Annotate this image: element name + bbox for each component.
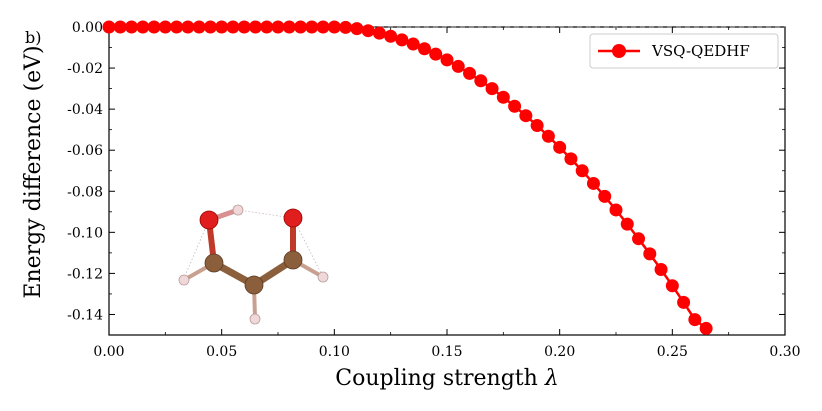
data-point	[632, 232, 646, 246]
y-tick-label: -0.14	[67, 307, 103, 323]
y-tick-label: -0.06	[67, 143, 103, 159]
hydrogen-atom	[249, 313, 261, 325]
data-point	[102, 20, 116, 34]
data-point	[203, 20, 217, 34]
data-point	[350, 22, 364, 36]
data-point	[609, 203, 623, 217]
data-point	[271, 20, 285, 34]
data-point	[248, 20, 262, 34]
carbon-atom	[283, 250, 303, 270]
y-tick-label: -0.12	[67, 266, 103, 282]
y-tick-label: -0.04	[67, 102, 103, 118]
legend-marker	[612, 44, 626, 58]
data-point	[384, 29, 398, 43]
data-point	[553, 140, 567, 154]
x-tick-label: 0.20	[544, 344, 575, 360]
data-point	[192, 20, 206, 34]
hydrogen-atom	[232, 204, 244, 216]
data-point	[339, 20, 353, 34]
data-point	[474, 74, 488, 88]
data-point	[170, 20, 184, 34]
data-point	[237, 20, 251, 34]
legend: VSQ-QEDHF	[589, 33, 779, 69]
data-point	[282, 20, 296, 34]
legend-label: VSQ-QEDHF	[651, 42, 750, 60]
data-point	[688, 313, 702, 327]
data-point	[136, 20, 150, 34]
data-point	[305, 20, 319, 34]
data-point	[530, 119, 544, 133]
oxygen-atom	[283, 208, 303, 228]
data-point	[508, 99, 522, 113]
data-point	[158, 20, 172, 34]
legend-box	[589, 33, 779, 69]
y-axis-title: Energy difference (eV)	[21, 45, 46, 298]
x-tick-label: 0.25	[657, 344, 688, 360]
x-tick-label: 0.30	[769, 344, 800, 360]
oxygen-atom	[199, 210, 219, 230]
data-point	[372, 26, 386, 40]
data-point	[260, 20, 274, 34]
data-point	[643, 247, 657, 261]
data-point	[598, 189, 612, 203]
series-line	[109, 25, 707, 330]
data-point	[620, 217, 634, 231]
data-point	[226, 20, 240, 34]
data-point	[564, 152, 578, 166]
data-point	[406, 37, 420, 51]
data-point	[181, 20, 195, 34]
data-point	[665, 279, 679, 293]
data-point	[294, 20, 308, 34]
data-point	[316, 20, 330, 34]
data-point	[586, 176, 600, 190]
data-point	[147, 20, 161, 34]
data-point	[440, 53, 454, 67]
hydrogen-atom	[178, 274, 190, 286]
hydrogen-atom	[317, 271, 329, 283]
data-point	[113, 20, 127, 34]
carbon-atom	[204, 253, 224, 273]
data-point	[429, 47, 443, 61]
y-tick-label: -0.08	[67, 184, 103, 200]
data-point	[496, 90, 510, 104]
data-point	[451, 59, 465, 73]
data-point	[395, 33, 409, 47]
x-axis-title: Coupling strength λ	[335, 366, 559, 391]
carbon-atom	[244, 275, 264, 295]
molecule-inset	[178, 204, 329, 325]
x-tick-label: 0.05	[206, 344, 237, 360]
data-point	[215, 20, 229, 34]
data-point	[575, 164, 589, 178]
plot-frame	[108, 26, 786, 336]
x-tick-label: 0.10	[319, 344, 350, 360]
x-tick-label: 0.15	[431, 344, 462, 360]
data-point	[485, 82, 499, 96]
data-point	[463, 66, 477, 80]
y-tick-label: -0.02	[67, 61, 103, 77]
data-point	[417, 42, 431, 56]
data-point	[541, 129, 555, 143]
data-point	[519, 109, 533, 123]
data-point	[327, 20, 341, 34]
data-point	[699, 321, 713, 335]
data-point	[361, 24, 375, 38]
data-point	[125, 20, 139, 34]
series-layer	[102, 20, 713, 335]
y-tick-label: 0.00	[72, 20, 103, 36]
panel-label: b)	[25, 28, 41, 47]
data-point	[654, 262, 668, 276]
y-tick-label: -0.10	[67, 225, 103, 241]
axis-ticks: 0.00 0.05 0.10 0.15 0.20 0.25 0.30 0.00 -0.02 -0.…	[67, 20, 800, 360]
x-tick-label: 0.00	[93, 344, 124, 360]
data-point	[677, 295, 691, 309]
